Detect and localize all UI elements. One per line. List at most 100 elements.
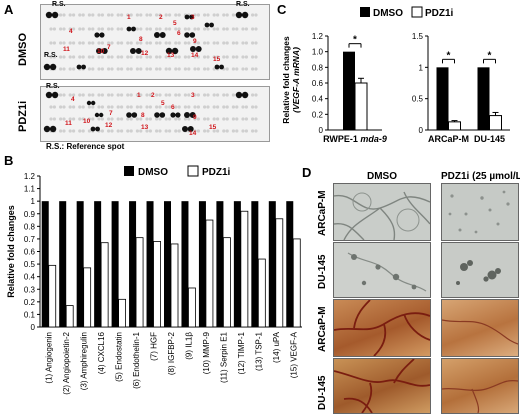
pdz-faint-spot — [145, 117, 149, 121]
dmso-faint-spot — [87, 27, 91, 31]
dmso-faint-spot — [110, 27, 114, 31]
dmso-faint-spot — [62, 41, 66, 45]
pdz-faint-spot — [107, 93, 111, 97]
dmso-faint-spot — [68, 55, 72, 59]
dmso-faint-spot — [206, 41, 210, 45]
dmso-faint-spot — [203, 27, 207, 31]
dmso-faint-spot — [235, 27, 239, 31]
pdz-faint-spot — [110, 129, 114, 133]
pdz-faint-spot — [59, 117, 63, 121]
pdz-mark-7: 7 — [109, 110, 113, 117]
dmso-faint-spot — [97, 13, 101, 17]
pdz-faint-spot — [68, 117, 72, 121]
pdz-spot — [241, 91, 249, 99]
pdz-faint-spot — [91, 105, 95, 109]
dmso-faint-spot — [203, 67, 207, 71]
dmso-faint-spot — [251, 27, 255, 31]
dmso-faint-spot — [222, 41, 226, 45]
dmso-faint-spot — [244, 41, 248, 45]
blood-vessel-image — [442, 380, 518, 413]
b-bar-dmso — [41, 201, 49, 327]
pdz-faint-spot — [164, 105, 168, 109]
dmso-mark-2: 2 — [159, 14, 163, 21]
dmso-faint-spot — [225, 55, 229, 59]
dmso-faint-spot — [135, 13, 139, 17]
dmso-faint-spot — [222, 27, 226, 31]
dmso-spot — [171, 47, 179, 55]
dmso-faint-spot — [78, 41, 82, 45]
dmso-faint-spot — [225, 13, 229, 17]
dmso-faint-spot — [135, 27, 139, 31]
b-bar-dmso — [251, 201, 259, 327]
pdz-faint-spot — [216, 105, 220, 109]
dmso-faint-spot — [116, 41, 120, 45]
pdz-mark-10: 10 — [83, 118, 91, 125]
dmso-faint-spot — [216, 41, 220, 45]
dmso-faint-spot — [231, 67, 235, 71]
b-y-tick-label: 0.3 — [24, 285, 36, 294]
pdz-faint-spot — [72, 129, 76, 133]
b-bar-pdz1i — [65, 305, 74, 328]
pdz-faint-spot — [87, 129, 91, 133]
dmso-faint-spot — [110, 67, 114, 71]
c-legend-pdz1i-label: PDZ1i — [425, 8, 454, 19]
dmso-faint-spot — [135, 67, 139, 71]
b-y-tick-label: 0.5 — [24, 260, 36, 269]
pdz-faint-spot — [52, 105, 56, 109]
dmso-faint-spot — [216, 55, 220, 59]
dmso-faint-spot — [254, 13, 258, 17]
pdz-faint-spot — [155, 93, 159, 97]
pdz-faint-spot — [78, 117, 82, 121]
dmso-faint-spot — [129, 67, 133, 71]
c-right-sig-star: * — [447, 50, 451, 61]
pdz-faint-spot — [126, 93, 130, 97]
dmso-spot — [126, 26, 132, 32]
dmso-faint-spot — [241, 41, 245, 45]
pdz-faint-spot — [78, 93, 82, 97]
cell-clusters-image — [347, 252, 427, 292]
dmso-mark-13: 13 — [167, 52, 175, 59]
micrograph-arcapm-pdz1i — [441, 183, 519, 241]
dmso-faint-spot — [100, 13, 104, 17]
dmso-faint-spot — [68, 67, 72, 71]
dmso-faint-spot — [251, 55, 255, 59]
pdz-faint-spot — [231, 93, 235, 97]
c-left-y-tick-label: 0.8 — [312, 63, 324, 72]
b-y-tick-label: 0.7 — [24, 235, 36, 244]
dmso-faint-spot — [126, 55, 130, 59]
pdz-faint-spot — [174, 105, 178, 109]
dmso-spot — [235, 11, 243, 19]
pdz-faint-spot — [68, 129, 72, 133]
b-bar-dmso — [181, 201, 189, 327]
dmso-faint-spot — [97, 41, 101, 45]
pdz-faint-spot — [120, 129, 124, 133]
pdz-faint-spot — [174, 129, 178, 133]
dmso-spot — [204, 22, 210, 28]
dmso-faint-spot — [100, 67, 104, 71]
micrograph-arcapm-dmso — [333, 183, 431, 241]
dmso-spot — [96, 48, 102, 54]
pdz-faint-spot — [72, 105, 76, 109]
dmso-faint-spot — [177, 55, 181, 59]
b-bar-dmso — [76, 201, 84, 327]
pdz-faint-spot — [183, 93, 187, 97]
dmso-faint-spot — [78, 55, 82, 59]
pdz-faint-spot — [97, 105, 101, 109]
pdz-faint-spot — [251, 117, 255, 121]
pdz-faint-spot — [241, 105, 245, 109]
pdz-faint-spot — [225, 93, 229, 97]
dmso-spot — [76, 64, 82, 70]
dmso-spot — [51, 11, 59, 19]
pdz-faint-spot — [139, 93, 143, 97]
c-right-x-tick-label: ARCaP-M — [428, 134, 469, 144]
dmso-faint-spot — [193, 13, 197, 17]
pdz-faint-spot — [120, 93, 124, 97]
dmso-mark-15: 15 — [213, 56, 221, 63]
cam-arcapm-pdz1i — [441, 299, 519, 357]
pdz-faint-spot — [216, 129, 220, 133]
b-x-tick-label: (1) Angiogenin — [45, 332, 54, 384]
dmso-spot — [45, 11, 53, 19]
pdz-faint-spot — [241, 129, 245, 133]
dmso-faint-spot — [139, 13, 143, 17]
